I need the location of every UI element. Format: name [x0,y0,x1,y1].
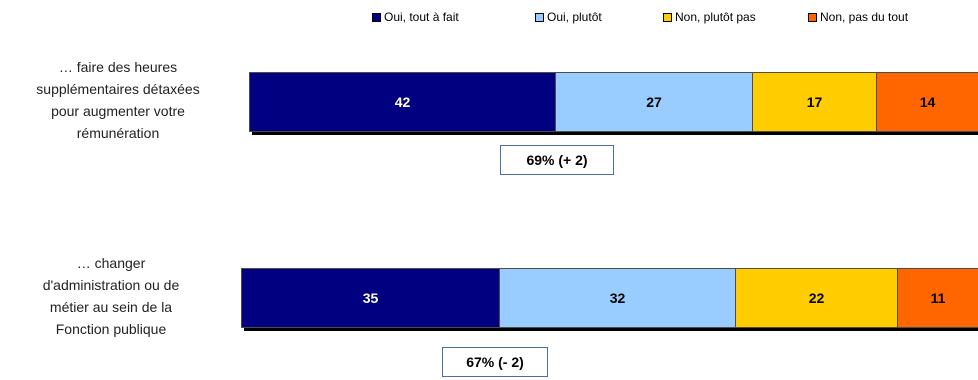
bar-segment: 17 [752,72,876,132]
category-label-line: … faire des heures [58,59,178,75]
bar-value-label: 11 [930,290,946,306]
bar-value-label: 22 [808,290,825,306]
legend-swatch [663,13,672,22]
legend-label: Oui, tout à fait [384,10,459,24]
bar-value-label: 27 [646,94,662,110]
net-total-annotation: 67% (- 2) [442,347,548,377]
bar-segment: 22 [735,268,897,328]
bar-value-label: 42 [394,94,411,110]
legend-label: Non, pas du tout [820,10,909,24]
bar-segment: 11 [897,268,978,328]
category-label-line: métier au sein de la [49,299,173,315]
legend-label: Oui, plutôt [547,10,602,24]
category-label-line: rémunération [76,125,160,141]
bar-value-label: 32 [609,290,626,306]
legend-swatch [535,13,544,22]
bar-value-label: 14 [919,94,936,110]
legend-item: Oui, plutôt [535,8,602,26]
category-label-line: supplémentaires détaxées [36,81,200,97]
bar-value-label: 17 [806,94,823,110]
category-label: … faire des heures supplémentaires détaxé… [11,56,225,144]
category-label-line: pour augmenter votre [51,103,185,119]
bar-segment: 27 [555,72,752,132]
legend-label: Non, plutôt pas [675,10,756,24]
legend-swatch [808,13,817,22]
legend-swatch [372,13,381,22]
legend-item: Non, plutôt pas [663,8,756,26]
bar-value-label: 35 [362,290,379,306]
net-total-annotation: 69% (+ 2) [500,145,614,175]
bar-segment: 14 [876,72,978,132]
legend-item: Non, pas du tout [808,8,908,26]
category-label-line: … changer [76,255,146,271]
bar-segment: 32 [499,268,735,328]
category-label: … changer d'administration ou de métier au… [4,252,218,340]
bar-segment: 35 [241,268,499,328]
bar-segment: 42 [249,72,555,132]
category-label-line: Fonction publique [55,321,167,337]
category-label-line: d'administration ou de [42,277,180,293]
legend-item: Oui, tout à fait [372,8,459,26]
